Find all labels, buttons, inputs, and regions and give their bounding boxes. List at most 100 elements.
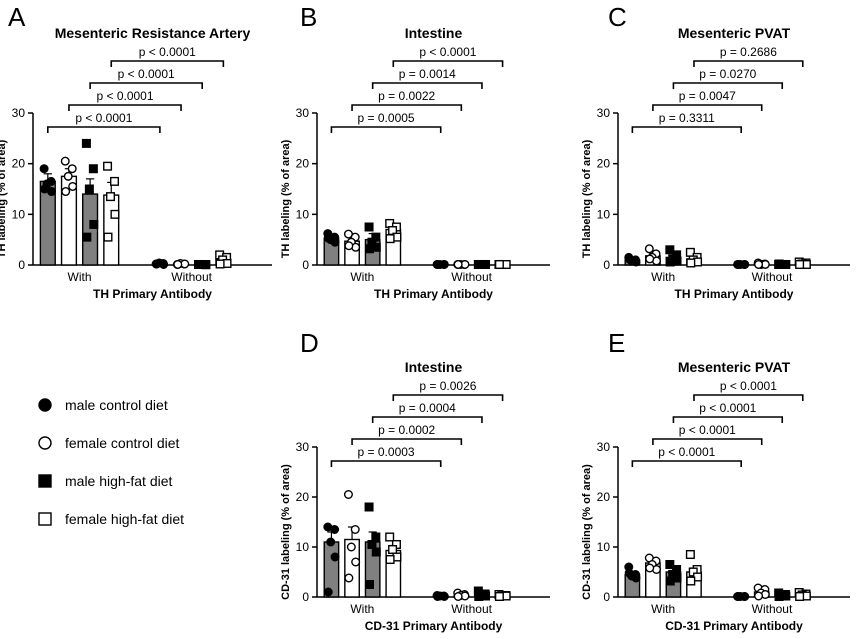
filled-square-marker [474, 259, 484, 269]
y-tick-label: 30 [12, 106, 26, 120]
comparison-bracket [110, 60, 225, 67]
x-axis-label: TH Primary Antibody [93, 287, 212, 301]
open-circle-marker [344, 573, 354, 583]
filled-square-marker [364, 244, 374, 254]
open-circle-marker [67, 164, 77, 174]
legend-item: female control diet [38, 435, 180, 451]
filled-square-marker [88, 164, 98, 174]
y-tick-label: 30 [296, 106, 310, 120]
filled-square-marker [665, 257, 675, 267]
open-square-marker [103, 232, 113, 242]
legend-label: female control diet [65, 435, 180, 451]
p-value-label: p < 0.0001 [118, 67, 175, 81]
filled-square-marker [367, 540, 377, 550]
x-axis-label: TH Primary Antibody [374, 287, 493, 301]
open-square-marker [110, 176, 120, 186]
open-square-marker [385, 234, 395, 244]
panel-letter: C [608, 2, 627, 32]
open-square-marker [795, 592, 805, 602]
p-value-label: p < 0.0001 [75, 111, 132, 125]
y-tick-label: 0 [18, 258, 25, 272]
legend-label: female high-fat diet [65, 511, 184, 527]
filled-circle-marker [152, 259, 162, 269]
p-value-label: p = 0.0270 [699, 67, 756, 81]
comparison-bracket [371, 416, 483, 423]
y-tick-label: 20 [12, 157, 26, 171]
x-group-label: With [350, 270, 374, 284]
open-square-marker [494, 259, 504, 269]
filled-circle-marker [39, 164, 49, 174]
legend-item: female high-fat diet [38, 511, 184, 527]
y-axis-label: TH labeling (% of area) [0, 139, 8, 258]
filled-square-marker [665, 245, 675, 255]
comparison-bracket [672, 82, 784, 89]
y-axis-label: CD-31 labeling (% of area) [280, 464, 292, 600]
p-value-label: p < 0.0001 [679, 423, 736, 437]
p-value-label: p = 0.0003 [358, 445, 415, 459]
filled-square-marker [665, 560, 675, 570]
comparison-bracket [672, 416, 784, 423]
filled-circle-marker [330, 237, 340, 247]
filled-circle-marker [624, 254, 634, 264]
p-value-label: p = 0.0005 [358, 111, 415, 125]
filled-circle-marker [624, 568, 634, 578]
p-value-label: p < 0.0001 [419, 45, 476, 59]
y-tick-label: 10 [597, 540, 611, 554]
x-group-label: Without [752, 270, 793, 284]
x-axis-label: CD-31 Primary Antibody [365, 619, 503, 633]
open-circle-marker [173, 259, 183, 269]
open-square-marker [388, 545, 398, 555]
open-circle-marker [754, 591, 764, 601]
filled-square-marker [371, 547, 381, 557]
y-tick-label: 20 [597, 490, 611, 504]
x-axis-label: CD-31 Primary Antibody [665, 619, 803, 633]
filled-square-marker [89, 219, 99, 229]
filled-square-marker [84, 184, 94, 194]
p-value-label: p < 0.0001 [96, 89, 153, 103]
panel-title: Mesenteric PVAT [678, 25, 791, 41]
y-tick-label: 30 [296, 440, 310, 454]
filled-square-marker [364, 222, 374, 232]
p-value-label: p = 0.0022 [378, 89, 435, 103]
x-group-label: Without [171, 270, 212, 284]
panel-b: B Intestine 0 10 20 30 TH labeling (% of area)… [280, 2, 550, 301]
filled-circle-marker [326, 537, 336, 547]
legend: male control diet female control diet male… [38, 397, 184, 527]
bar [103, 194, 120, 266]
y-tick-label: 20 [296, 490, 310, 504]
legend-item: male high-fat diet [38, 473, 173, 489]
p-value-label: p < 0.0001 [139, 45, 196, 59]
open-square-marker [110, 209, 120, 219]
panel-c: C Mesenteric PVAT 0 10 20 30 TH labeling (% of… [581, 2, 850, 301]
open-circle-marker [644, 244, 654, 254]
y-axis-label: CD-31 labeling (% of area) [581, 464, 593, 600]
filled-square-marker [82, 232, 92, 242]
y-tick-label: 0 [302, 258, 309, 272]
open-circle-marker [61, 187, 71, 197]
open-square-marker [215, 259, 225, 269]
filled-square-marker [194, 259, 204, 269]
filled-square-marker [774, 259, 784, 269]
y-tick-label: 20 [597, 157, 611, 171]
legend-label: male high-fat diet [65, 473, 173, 489]
open-square-marker [38, 512, 52, 526]
filled-square-marker [371, 532, 381, 542]
y-tick-label: 30 [597, 440, 611, 454]
x-group-label: With [68, 270, 92, 284]
comparison-bracket [392, 394, 504, 401]
y-axis-label: TH labeling (% of area) [280, 139, 292, 258]
open-circle-marker [351, 557, 361, 567]
comparison-bracket [89, 82, 204, 89]
y-axis-label: TH labeling (% of area) [581, 139, 593, 258]
filled-circle-marker [733, 259, 743, 269]
filled-circle-marker [38, 398, 52, 412]
y-tick-label: 0 [603, 258, 610, 272]
open-circle-marker [350, 525, 360, 535]
open-square-marker [106, 192, 116, 202]
p-value-label: p = 0.0026 [419, 379, 476, 393]
comparison-bracket [68, 104, 182, 111]
filled-circle-marker [330, 552, 340, 562]
filled-square-marker [364, 502, 374, 512]
p-value-label: p < 0.0001 [699, 401, 756, 415]
